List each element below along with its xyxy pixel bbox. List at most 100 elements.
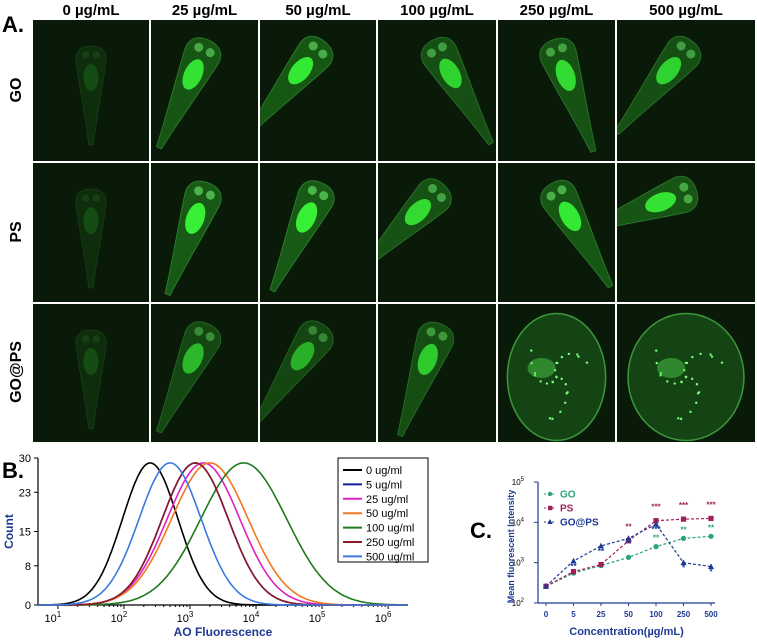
- legend-label: 0 ug/ml: [366, 465, 402, 477]
- zebrafish-larva: [539, 37, 597, 153]
- legend-label: 50 ug/ml: [366, 508, 408, 520]
- data-point: [680, 559, 687, 566]
- column-header: 250 µg/mL: [519, 2, 594, 19]
- zebrafish-larva: [269, 180, 335, 293]
- zebrafish-larva: [260, 35, 334, 136]
- significance-label: **: [625, 523, 632, 532]
- x-tick-label: 106: [375, 610, 392, 625]
- fish-image-cell: [617, 163, 755, 302]
- data-point: [543, 583, 549, 589]
- data-point: [680, 535, 687, 541]
- data-point: [570, 569, 577, 575]
- data-point: [653, 518, 659, 524]
- significance-label: *: [709, 568, 713, 577]
- fish-image-cell: [151, 163, 258, 302]
- significance-label: ***: [651, 525, 661, 534]
- fish-image-cell: [33, 163, 149, 302]
- y-tick-label: 8: [25, 561, 31, 573]
- data-point: [598, 561, 604, 568]
- fish-image-cell: [33, 20, 149, 161]
- zebrafish-larva: [75, 45, 107, 146]
- y-tick-label: 105: [512, 477, 525, 487]
- x-tick-label: 103: [177, 610, 194, 625]
- fish-image-cell: [498, 163, 615, 302]
- legend: GO PS GO@PS: [544, 490, 599, 529]
- x-tick-label: 25: [597, 610, 606, 619]
- zebrafish-larva: [155, 37, 222, 150]
- significance-label: ***: [651, 503, 661, 512]
- column-header: 50 µg/mL: [285, 2, 351, 19]
- zebrafish-larva: [164, 180, 222, 296]
- y-axis-label: Mean fluorescent Intensity: [506, 490, 516, 604]
- y-tick-label: 104: [512, 517, 525, 527]
- column-header: 500 µg/mL: [649, 2, 723, 19]
- panel-c-label: C.: [470, 518, 492, 543]
- legend-label: 100 ug/ml: [366, 523, 414, 535]
- x-tick-label: 100: [649, 610, 663, 619]
- zebrafish-larva: [617, 35, 702, 136]
- fish-image-cell: [378, 163, 496, 302]
- row-header: GO@PS: [8, 341, 25, 403]
- fish-image-cell: [378, 304, 496, 442]
- fish-image-cell: [498, 20, 615, 161]
- legend-label: GO@PS: [560, 518, 599, 529]
- legend-label: 250 ug/ml: [366, 537, 414, 549]
- significance-label: **: [653, 534, 660, 543]
- fish-image-cell: [617, 20, 755, 161]
- x-tick-label: 50: [624, 610, 633, 619]
- zebrafish-larva: [75, 188, 107, 289]
- fish-image-cell: [151, 20, 258, 161]
- zebrafish-larva: [420, 36, 494, 146]
- fish-image-cell: [617, 304, 755, 442]
- data-point: [708, 563, 714, 569]
- zebrafish-larva: [396, 321, 455, 437]
- data-point: [653, 544, 659, 550]
- data-point: [570, 557, 577, 564]
- data-point: [653, 520, 659, 527]
- significance-label: **: [708, 523, 715, 532]
- x-tick-label: 250: [677, 610, 691, 619]
- y-tick-label: 103: [512, 558, 525, 568]
- x-axis-label: Concentration(µg/mL): [569, 626, 684, 638]
- x-tick-label: 104: [243, 610, 260, 625]
- data-point: [625, 554, 632, 561]
- x-axis-label: AO Fluorescence: [174, 625, 273, 639]
- zebrafish-larva: [75, 329, 107, 430]
- data-point: [625, 535, 632, 541]
- row-header: PS: [8, 220, 25, 243]
- significance-label: **: [680, 525, 687, 534]
- zebrafish-larva: [155, 321, 222, 434]
- row-header: GO: [8, 77, 25, 102]
- data-point: [598, 542, 604, 549]
- zebrafish-larva: [260, 320, 334, 425]
- legend-marker: [548, 505, 553, 511]
- legend-label: GO: [560, 490, 576, 501]
- column-header: 0 µg/mL: [62, 2, 120, 19]
- y-tick-label: 30: [19, 453, 31, 465]
- fish-image-cell: [260, 304, 376, 442]
- x-tick-label: 101: [45, 610, 62, 625]
- x-tick-label: 0: [544, 610, 549, 619]
- flow-histogram-chart: 0 8 15 23 30 101 102 103 104 105 106 Count AO Fluore…: [2, 453, 429, 639]
- fish-image-cell: [378, 20, 496, 161]
- mean-fluorescence-chart: 102 103 104 105 0 5 25 50 100 250 500 Mean fluoresc…: [506, 477, 718, 638]
- zebrafish-larva: [540, 179, 614, 289]
- fish-image-cell: [33, 304, 149, 442]
- histogram-series-line: [38, 462, 408, 606]
- y-tick-label: 102: [512, 598, 525, 608]
- significance-label: *: [682, 564, 686, 573]
- significance-label: **: [625, 539, 632, 548]
- panel-b-label: B.: [2, 458, 24, 483]
- fish-image-cell: [498, 304, 615, 442]
- x-tick-label: 500: [704, 610, 718, 619]
- data-point: [680, 516, 687, 522]
- data-point: [708, 533, 714, 539]
- fish-image-cell: [260, 163, 376, 302]
- y-tick-label: 0: [25, 600, 31, 612]
- legend-marker: [547, 491, 553, 497]
- y-tick-label: 15: [19, 527, 31, 539]
- y-tick-label: 23: [19, 487, 31, 499]
- legend-label: 500 ug/ml: [366, 551, 414, 563]
- legend-label: PS: [560, 504, 574, 515]
- legend: 0 ug/ml 5 ug/ml 25 ug/ml 50 ug/ml 100 ug/ml 2…: [337, 457, 429, 563]
